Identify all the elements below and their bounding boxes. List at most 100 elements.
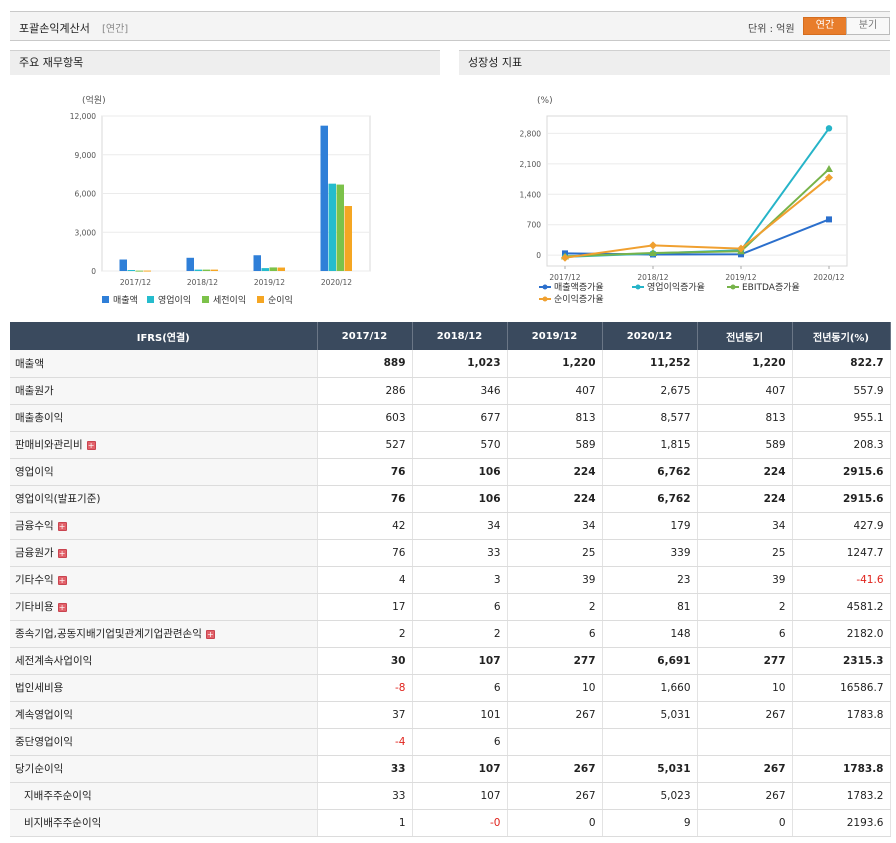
row-label-text: 종속기업,공동지배기업및관계기업관련손익 [15,628,202,640]
row-label: 비지배주주순이익 [10,809,318,837]
row-label-text: 매출원가 [15,385,54,397]
row-label-text: 법인세비용 [15,682,64,694]
row-label: 법인세비용 [10,674,318,702]
bar [127,270,135,272]
expand-plus-icon[interactable]: + [205,629,215,639]
bar-legend-label: 매출액 [113,294,138,306]
table-cell: 267 [507,782,603,810]
table-cell: 2193.6 [792,809,891,837]
table-cell: 6 [507,620,603,648]
table-cell: 148 [602,620,698,648]
table-cell: 224 [507,457,603,486]
row-label[interactable]: 금융원가 + [10,539,318,567]
table-cell: 277 [697,646,793,675]
table-cell: -4 [317,728,413,756]
row-label-text: 당기순이익 [15,763,64,775]
table-cell: 813 [507,404,603,432]
expand-plus-icon[interactable]: + [86,440,96,450]
expand-plus-icon[interactable]: + [57,548,67,558]
table-cell: 589 [697,431,793,459]
line-x-tick-label: 2018/12 [637,273,668,282]
table-cell: 106 [412,485,508,513]
table-cell: 11,252 [602,350,698,378]
table-cell: 23 [602,566,698,594]
quarter-toggle-button[interactable]: 분기 [846,17,890,35]
table-cell: 346 [412,377,508,405]
row-label-text: 계속영업이익 [15,709,73,721]
table-cell: 33 [317,754,413,783]
line-x-tick-label: 2019/12 [725,273,756,282]
table-cell: 107 [412,782,508,810]
line-legend-label: EBITDA증가율 [742,282,800,293]
bar-y-tick-label: 0 [91,267,96,276]
table-cell: 2,675 [602,377,698,405]
table-cell: 4581.2 [792,593,891,621]
row-label[interactable]: 판매비와관리비 + [10,431,318,459]
table-cell: 267 [697,701,793,729]
bar-x-tick-label: 2019/12 [254,278,285,287]
table-cell: -8 [317,674,413,702]
table-cell: 107 [412,754,508,783]
table-cell: 101 [412,701,508,729]
bar [253,255,261,271]
table-cell: 179 [602,512,698,540]
statement-title: 포괄손익계산서 [19,22,90,35]
expand-plus-icon[interactable]: + [57,575,67,585]
key-items-bar-chart: (억원) 12,000 9,000 6,000 3,000 0 2017/12 2018/12… [70,94,371,306]
table-cell: 25 [697,539,793,567]
table-cell: 76 [317,539,413,567]
table-cell: 589 [507,431,603,459]
line-plot-area [546,115,848,267]
line-y-tick-label: 700 [527,221,542,230]
table-cell: 6 [412,593,508,621]
key-items-panel-title: 주요 재무항목 [10,50,440,75]
line-x-tick-label: 2020/12 [813,273,844,282]
table-cell [602,728,698,756]
row-label[interactable]: 기타수익 + [10,566,318,594]
row-label[interactable]: 기타비용 + [10,593,318,621]
bar [336,184,344,271]
expand-plus-icon[interactable]: + [57,602,67,612]
table-row: 중단영업이익 -4 6 [10,728,891,756]
table-row: 매출액 889 1,023 1,220 11,252 1,220 822.7 [10,350,891,378]
bar [135,270,143,272]
header-period: 2019/12 [507,322,603,350]
line-legend-marker [730,284,736,290]
income-statement-table: IFRS(연결) 2017/12 2018/12 2019/12 2020/12 전년동기… [10,322,891,837]
table-cell: 17 [317,593,413,621]
table-cell: 16586.7 [792,674,891,702]
table-cell: 42 [317,512,413,540]
table-cell: 813 [697,404,793,432]
row-label-text: 금융수익 [15,520,54,532]
table-row: 기타비용 +17 6 2 81 2 4581.2 [10,593,891,621]
table-cell: 2 [697,593,793,621]
table-cell: 107 [412,646,508,675]
row-label[interactable]: 종속기업,공동지배기업및관계기업관련손익 + [10,620,318,648]
annual-toggle-button[interactable]: 연간 [803,17,847,35]
row-label: 중단영업이익 [10,728,318,756]
table-cell: 2 [507,593,603,621]
line-y-axis-label: (%) [537,96,553,106]
table-cell [697,728,793,756]
table-cell: 3 [412,566,508,594]
row-label[interactable]: 금융수익 + [10,512,318,540]
expand-plus-icon[interactable]: + [57,521,67,531]
table-cell: 267 [697,754,793,783]
table-row: 계속영업이익 37 101 267 5,031 267 1783.8 [10,701,891,729]
table-row: 지배주주순이익 33 107 267 5,023 267 1783.2 [10,782,891,810]
bar-legend-swatch [257,296,264,303]
table-row: 비지배주주순이익 1 -0 0 9 0 2193.6 [10,809,891,837]
line-point [825,125,833,132]
row-label: 세전계속사업이익 [10,646,318,675]
header-period: 2018/12 [412,322,508,350]
table-cell: 889 [317,350,413,378]
bar [328,183,336,271]
line-legend-label: 영업이익증가율 [647,281,705,293]
table-cell: 407 [697,377,793,405]
line-y-tick-label: 2,800 [520,129,542,138]
header-period: 전년동기(%) [792,322,891,350]
table-cell: 5,031 [602,754,698,783]
header-period: 2017/12 [317,322,413,350]
bar [194,269,202,271]
bar-legend-swatch [147,296,154,303]
